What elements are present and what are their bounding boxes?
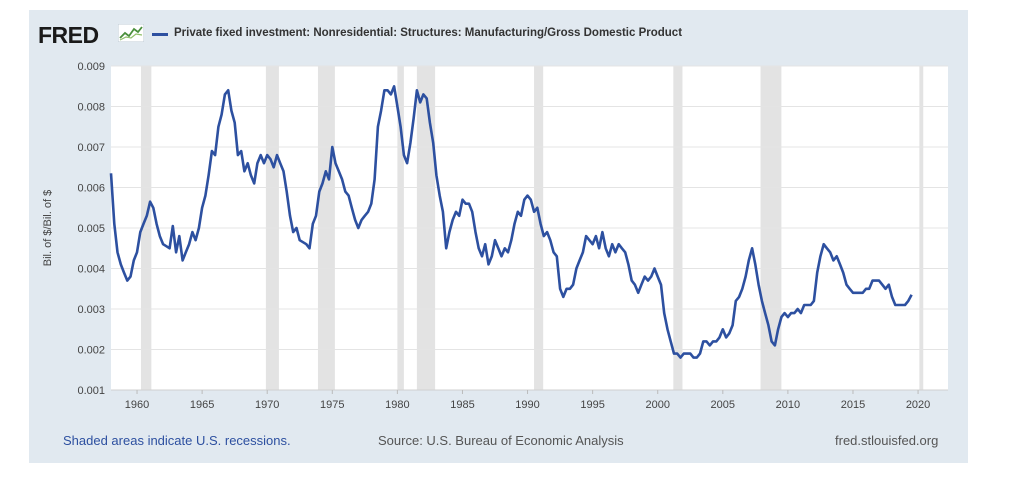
x-tick-label: 2010: [776, 399, 800, 411]
y-axis: 0.001 0.002 0.003 0.004 0.005 0.006 0.007 0.008…: [77, 61, 105, 397]
x-tick-label: 2015: [841, 399, 865, 411]
line-chart: 0.001 0.002 0.003 0.004 0.005 0.006 0.007 0.008…: [42, 61, 948, 411]
x-tick-label: 1960: [125, 399, 149, 411]
x-tick-label: 2000: [645, 399, 669, 411]
x-tick-label: 1985: [450, 399, 474, 411]
x-tick-label: 1975: [320, 399, 344, 411]
x-tick-label: 1965: [190, 399, 214, 411]
source-text: Source: U.S. Bureau of Economic Analysis: [378, 433, 624, 448]
y-tick-label: 0.004: [77, 264, 105, 276]
x-tick-label: 1970: [255, 399, 279, 411]
y-tick-label: 0.007: [77, 142, 105, 154]
y-tick-label: 0.009: [77, 61, 105, 73]
x-tick-label: 2020: [906, 399, 930, 411]
legend-label: Private fixed investment: Nonresidential…: [174, 27, 683, 39]
y-tick-label: 0.001: [77, 385, 105, 397]
y-tick-label: 0.006: [77, 183, 105, 195]
x-tick-label: 1995: [580, 399, 604, 411]
x-tick-label: 2005: [711, 399, 735, 411]
y-tick-label: 0.002: [77, 345, 105, 357]
x-axis: 1960 1965 1970 1975 1980 1985 1990 1995 2000 2005…: [111, 389, 948, 411]
y-axis-label: Bil. of $/Bil. of $: [42, 190, 54, 266]
fred-url[interactable]: fred.stlouisfed.org: [835, 433, 939, 448]
y-tick-label: 0.005: [77, 223, 105, 235]
x-tick-label: 1990: [515, 399, 539, 411]
chart-line-icon: [118, 24, 144, 42]
recession-note: Shaded areas indicate U.S. recessions.: [63, 433, 291, 448]
fred-logo[interactable]: FRED: [38, 22, 99, 48]
series-lines: [109, 84, 913, 359]
series-line: [109, 84, 913, 359]
legend-swatch: [152, 33, 168, 36]
y-tick-label: 0.008: [77, 102, 105, 114]
x-tick-label: 1980: [385, 399, 409, 411]
y-tick-label: 0.003: [77, 304, 105, 316]
